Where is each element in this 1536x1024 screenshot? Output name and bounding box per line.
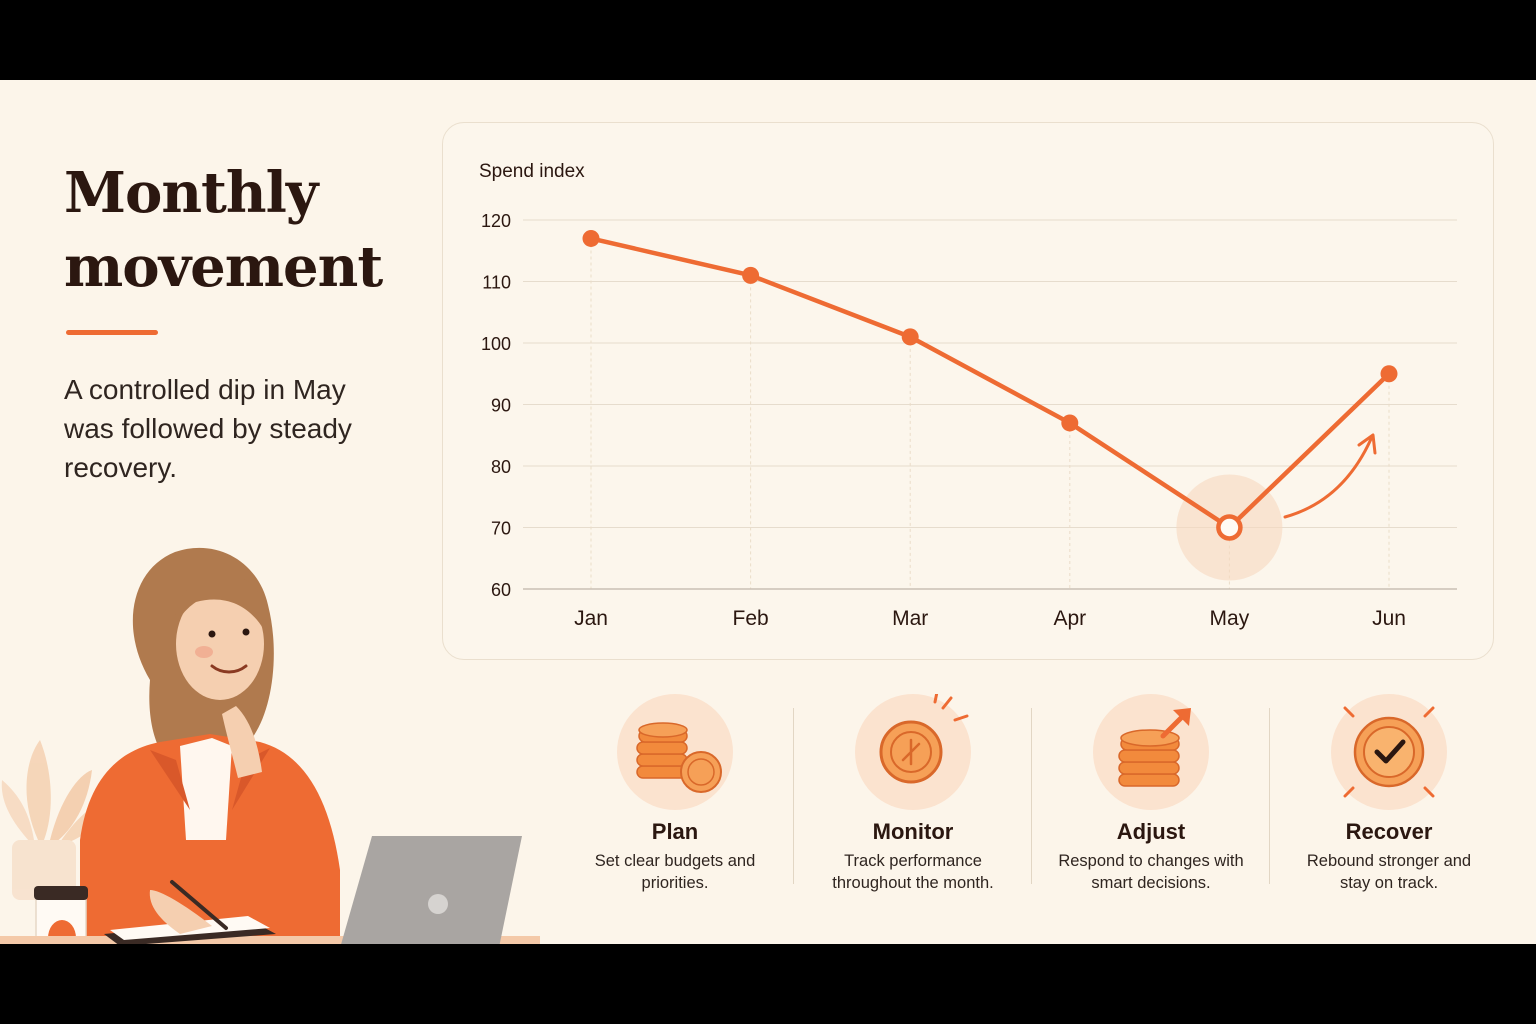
data-point [901, 328, 919, 346]
step-title: Monitor [872, 819, 954, 844]
y-tick-label: 120 [481, 211, 511, 231]
step-plan: Plan Set clear budgets and priorities. [556, 692, 794, 902]
data-points [582, 229, 1398, 541]
desk [0, 936, 540, 944]
step-description: Rebound stronger and stay on track. [1306, 852, 1472, 892]
y-axis-label: Spend index [479, 161, 585, 182]
x-tick-label: Jun [1372, 607, 1406, 630]
coffee-cup-icon [34, 886, 88, 944]
y-tick-label: 90 [491, 396, 511, 416]
line-chart: 120 110 100 90 80 70 60 Jan Feb Mar Apr May Jun Spe… [479, 161, 1457, 630]
grid-lines [523, 219, 1457, 528]
person-figure [80, 547, 340, 944]
step-divider [1031, 708, 1032, 884]
page-title: Monthly movement [64, 160, 383, 300]
notebook-icon [104, 880, 276, 944]
step-title: Recover [1345, 819, 1433, 844]
y-tick-label: 110 [482, 273, 511, 293]
person-at-desk-illustration [0, 547, 540, 944]
data-point [1061, 414, 1079, 432]
x-tick-label: Mar [892, 607, 928, 630]
y-tick-label: 100 [481, 334, 511, 354]
infographic: Monthly movement A controlled dip in May… [0, 80, 1536, 944]
coin-stack-icon [617, 694, 733, 810]
data-point-highlight [1216, 514, 1243, 541]
step-description: Respond to changes with smart decisions. [1058, 852, 1244, 892]
step-adjust: Adjust Respond to changes with smart dec… [1032, 692, 1270, 902]
series-line [588, 236, 1392, 530]
step-divider [1269, 708, 1270, 884]
step-title: Plan [651, 819, 699, 844]
y-tick-label: 70 [491, 519, 511, 539]
recovery-arrow-icon [1283, 437, 1373, 519]
y-tick-label: 60 [491, 580, 511, 600]
title-underline [66, 330, 158, 335]
y-tick-labels: 120 110 100 90 80 70 60 [481, 211, 511, 600]
x-tick-label: Apr [1053, 607, 1086, 630]
steps-row: Plan Set clear budgets and priorities. M… [556, 692, 1508, 902]
step-title: Adjust [1116, 819, 1186, 844]
x-tick-labels: Jan Feb Mar Apr May Jun [574, 607, 1406, 630]
y-tick-label: 80 [491, 457, 511, 477]
step-recover: Recover Rebound stronger and stay on tra… [1270, 692, 1508, 902]
check-badge-icon [1331, 694, 1447, 810]
x-tick-label: May [1210, 607, 1250, 630]
step-description: Track performance throughout the month. [832, 852, 994, 892]
recovery-arrowhead-icon [1357, 433, 1377, 455]
x-tick-label: Feb [733, 607, 769, 630]
laptop-icon [341, 836, 522, 944]
data-point [742, 266, 760, 284]
coin-magnifier-icon [855, 694, 971, 810]
chart-card: 120 110 100 90 80 70 60 Jan Feb Mar Apr May Jun Spe… [442, 122, 1494, 660]
page-subtitle: A controlled dip in May was followed by … [64, 374, 352, 483]
data-point [1380, 365, 1398, 383]
step-monitor: Monitor Track performance throughout the… [794, 692, 1032, 902]
x-tick-label: Jan [574, 607, 608, 630]
step-divider [793, 708, 794, 884]
step-description: Set clear budgets and priorities. [594, 852, 756, 892]
coins-arrow-up-icon [1093, 694, 1209, 810]
data-point [582, 229, 600, 247]
